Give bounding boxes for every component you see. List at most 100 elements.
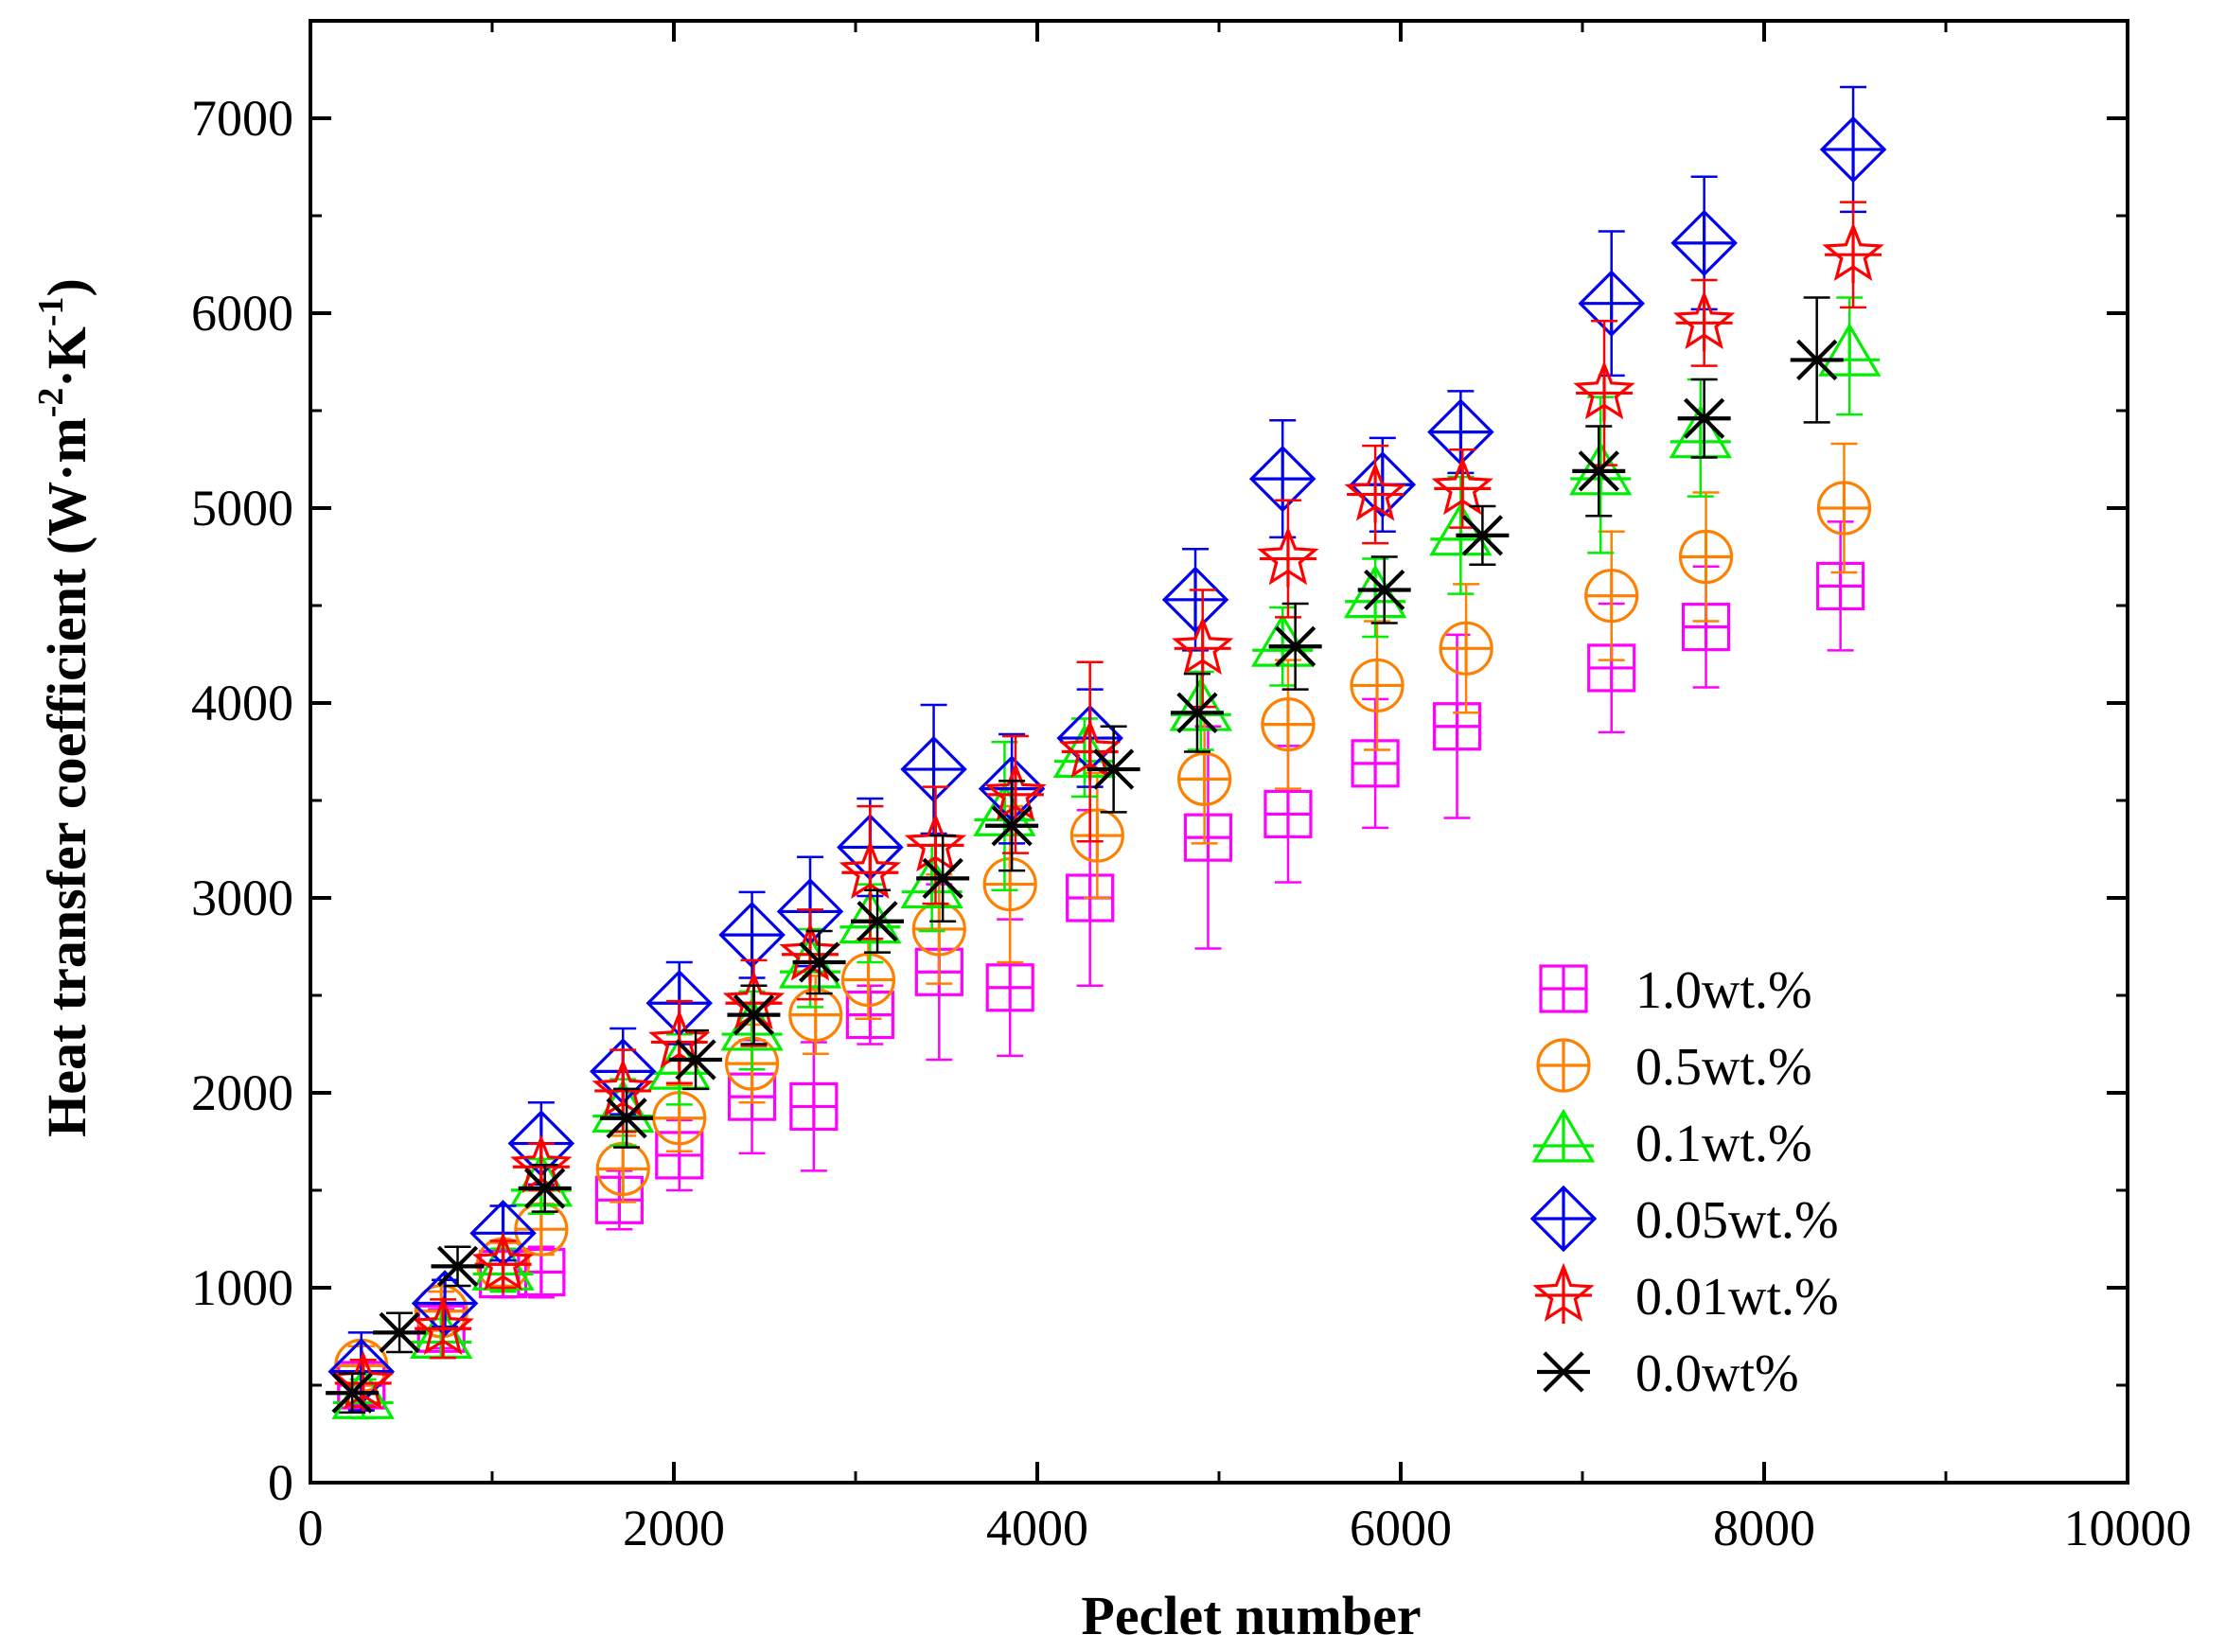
data-point <box>1572 450 1626 492</box>
y-tick-label: 4000 <box>191 675 293 731</box>
data-point <box>1261 697 1316 752</box>
y-tick-label: 6000 <box>191 285 293 342</box>
data-point <box>1351 739 1400 788</box>
data-point <box>1819 115 1887 184</box>
data-point <box>412 1295 474 1358</box>
data-point <box>1350 658 1404 713</box>
axes: 0 2000 4000 6000 8000 10000 0 1000 2000 3000 4000 5… <box>191 21 2192 1556</box>
data-point <box>1357 569 1411 611</box>
data-point <box>1172 615 1234 677</box>
data-point <box>326 1372 380 1414</box>
y-axis-title-mid: ·K <box>36 326 97 387</box>
data-point <box>1573 360 1635 422</box>
data-point <box>1344 462 1406 523</box>
data-point <box>1177 751 1232 806</box>
data-point <box>1086 748 1140 790</box>
data-point <box>1170 692 1224 733</box>
legend-label: 0.1wt.% <box>1635 1115 1812 1173</box>
data-point <box>985 963 1034 1012</box>
y-tick-label: 5000 <box>191 480 293 536</box>
legend-item: 0.5wt.% <box>1536 1038 1812 1097</box>
data-point <box>669 1039 723 1081</box>
data-point <box>982 856 1037 912</box>
data-point <box>851 901 905 942</box>
y-tick-label: 2000 <box>191 1064 293 1121</box>
legend-item: 0.05wt.% <box>1529 1185 1839 1253</box>
x-tick-label: 6000 <box>1350 1500 1452 1556</box>
legend-label: 1.0wt.% <box>1635 961 1812 1020</box>
data-point <box>1161 566 1229 634</box>
data-point <box>518 1168 572 1209</box>
plot-frame <box>309 19 2129 1485</box>
legend-marker <box>1537 1351 1590 1393</box>
data-point <box>720 996 784 1051</box>
data-point <box>1427 398 1494 466</box>
legend-item: 1.0wt.% <box>1539 961 1812 1020</box>
legend-marker <box>1532 1262 1595 1324</box>
data-point <box>1439 621 1493 676</box>
data-point <box>985 805 1039 847</box>
data-point <box>1169 677 1232 731</box>
legend-item: 0.0wt% <box>1537 1344 1799 1403</box>
data-point <box>1069 808 1124 863</box>
data-point <box>1677 397 1731 439</box>
data-point <box>600 1098 654 1139</box>
data-point <box>788 987 843 1043</box>
data-point <box>1183 813 1233 862</box>
legend-item: 0.1wt.% <box>1531 1108 1812 1173</box>
legend-label: 0.05wt.% <box>1635 1191 1839 1250</box>
series-1.0wt.% <box>337 520 1865 1410</box>
y-axis-title-sup1: -2 <box>31 388 71 418</box>
data-point <box>984 762 1047 823</box>
data-point <box>1790 339 1844 381</box>
legend-label: 0.0wt% <box>1635 1344 1799 1403</box>
y-axis-title: Heat transfer coefficient (W·m-2·K-1) <box>31 278 97 1137</box>
data-point <box>911 902 966 957</box>
legend-item: 0.01wt.% <box>1532 1262 1839 1327</box>
data-point <box>1584 569 1639 624</box>
data-point <box>916 857 970 900</box>
data-point <box>1456 515 1510 556</box>
y-axis-title-sup2: -1 <box>31 296 71 326</box>
y-tick-label: 1000 <box>191 1259 293 1316</box>
data-point <box>727 993 781 1036</box>
legend-marker <box>1539 964 1588 1013</box>
data-point <box>845 990 894 1040</box>
data-point <box>1257 526 1319 588</box>
data-point <box>1268 625 1322 667</box>
data-point <box>595 1141 650 1196</box>
y-tick-label: 7000 <box>191 90 293 147</box>
legend-label: 0.5wt.% <box>1635 1038 1812 1097</box>
x-tick-label: 4000 <box>986 1500 1088 1556</box>
legend-marker <box>1529 1185 1598 1253</box>
data-point <box>431 1245 485 1287</box>
data-point <box>1678 529 1734 585</box>
x-tick-label: 0 <box>298 1500 324 1556</box>
y-tick-label: 0 <box>268 1454 293 1511</box>
data-point <box>1670 209 1738 277</box>
data-point <box>1578 270 1645 337</box>
data-point <box>594 1175 645 1224</box>
data-point <box>1816 561 1865 611</box>
legend-marker <box>1531 1108 1596 1163</box>
legend-label: 0.01wt.% <box>1635 1268 1839 1327</box>
x-tick-label: 2000 <box>623 1500 725 1556</box>
x-tick-label: 10000 <box>2064 1500 2192 1556</box>
plot-area <box>326 85 1887 1420</box>
data-point <box>373 1311 427 1354</box>
data-point <box>1263 789 1313 839</box>
data-point <box>900 735 967 803</box>
data-point <box>1432 702 1482 751</box>
data-point <box>718 901 786 969</box>
x-axis-title: Peclet number <box>1081 1585 1421 1646</box>
data-point <box>839 839 902 902</box>
data-point <box>1431 456 1493 518</box>
data-point <box>1816 481 1872 536</box>
y-axis-title-end: ) <box>36 278 97 296</box>
x-tick-label: 8000 <box>1713 1500 1815 1556</box>
series-0.0wt% <box>326 296 1844 1415</box>
y-axis-title-main: Heat transfer coefficient (W·m <box>36 417 97 1137</box>
y-tick-label: 3000 <box>191 870 293 926</box>
legend-marker <box>1536 1038 1591 1093</box>
